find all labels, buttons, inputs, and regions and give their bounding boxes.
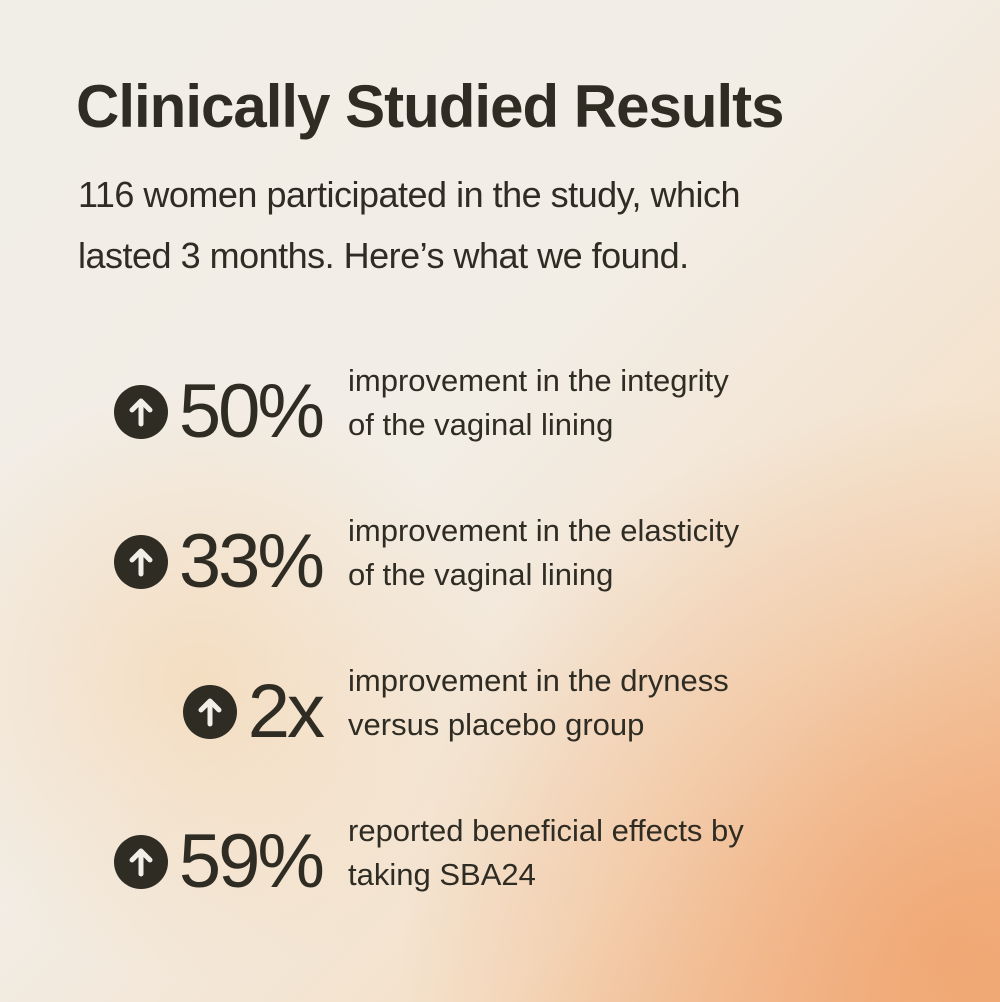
- description-line: of the vaginal lining: [348, 557, 614, 592]
- description-line: improvement in the elasticity: [348, 513, 740, 548]
- stat-value: 50%: [178, 369, 325, 454]
- description-line: reported beneficial effects by: [348, 813, 744, 848]
- stat-figure: 50%: [0, 357, 325, 467]
- stat-value: 59%: [178, 819, 325, 904]
- title: Clinically Studied Results: [76, 73, 785, 140]
- stat-figure: 2x: [0, 657, 325, 767]
- stat-row: 50% improvement in the integrity of the va…: [0, 357, 1000, 467]
- up-arrow-icon: [182, 685, 237, 739]
- stat-description: improvement in the integrity of the vagin…: [348, 359, 729, 447]
- stat-value: 33%: [178, 519, 325, 604]
- stat-row: 59% reported beneficial effects by taking …: [0, 807, 1000, 917]
- up-arrow-icon: [113, 835, 168, 889]
- up-arrow-icon: [113, 535, 168, 589]
- description-line: taking SBA24: [348, 857, 536, 892]
- description-line: of the vaginal lining: [348, 407, 614, 442]
- description-line: versus placebo group: [348, 707, 645, 742]
- stat-value: 2x: [247, 669, 325, 754]
- description-line: improvement in the integrity: [348, 363, 729, 398]
- stat-figure: 59%: [0, 807, 325, 917]
- description-line: improvement in the dryness: [348, 663, 729, 698]
- stat-description: improvement in the dryness versus placebo…: [348, 659, 729, 747]
- up-arrow-icon: [113, 385, 168, 439]
- subtitle-line: lasted 3 months. Here’s what we found.: [78, 235, 689, 276]
- stat-description: improvement in the elasticity of the vagi…: [348, 509, 739, 597]
- stat-row: 33% improvement in the elasticity of the v…: [0, 507, 1000, 617]
- stat-row: 2x improvement in the dryness versus place…: [0, 657, 1000, 767]
- stat-figure: 33%: [0, 507, 325, 617]
- subtitle-line: 116 women participated in the study, whi…: [78, 174, 741, 215]
- stat-description: reported beneficial effects by taking SBA…: [348, 809, 744, 897]
